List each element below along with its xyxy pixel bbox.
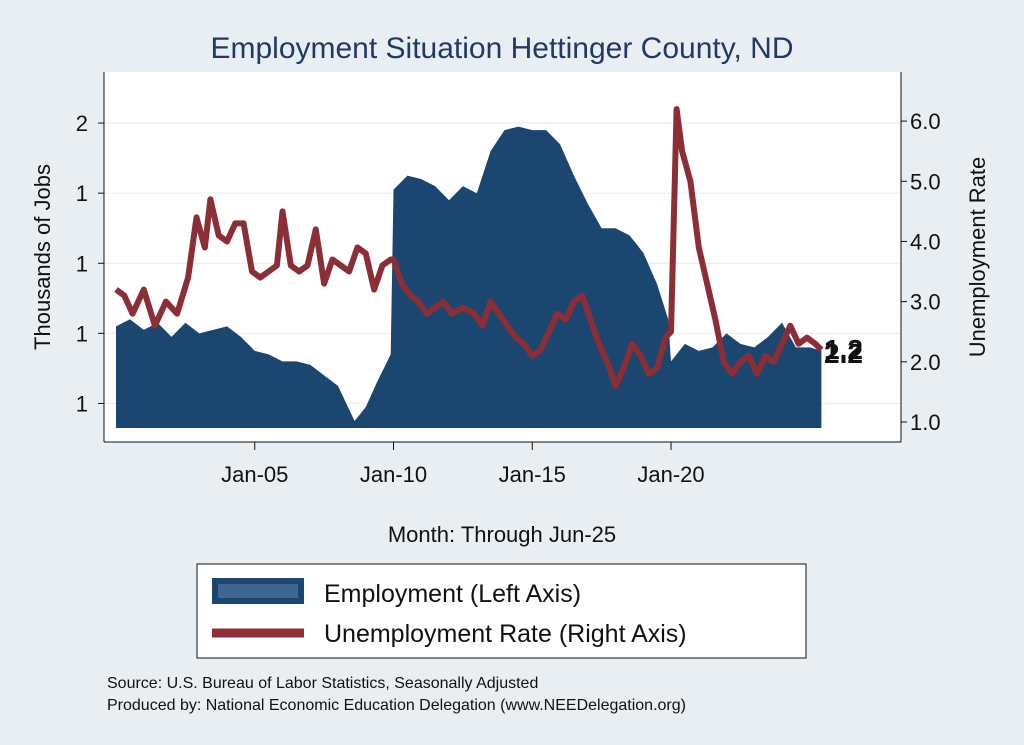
source-line: Source: U.S. Bureau of Labor Statistics,… bbox=[107, 675, 538, 692]
y-right-tick-label: 3.0 bbox=[910, 290, 941, 315]
y-right-tick-label: 5.0 bbox=[910, 169, 941, 194]
y-right-tick-label: 6.0 bbox=[910, 109, 941, 134]
x-axis-title: Month: Through Jun-25 bbox=[388, 522, 616, 547]
legend-label-employment: Employment (Left Axis) bbox=[324, 580, 581, 608]
chart-title: Employment Situation Hettinger County, N… bbox=[210, 32, 793, 65]
legend: Employment (Left Axis) Unemployment Rate… bbox=[196, 563, 807, 659]
x-tick-label: Jan-10 bbox=[360, 462, 427, 487]
y-right-tick-label: 1.0 bbox=[910, 410, 941, 435]
y-left-tick-label: 1 bbox=[76, 251, 88, 276]
x-tick-label: Jan-20 bbox=[637, 462, 704, 487]
y-right-tick-label: 4.0 bbox=[910, 229, 941, 254]
employment-series bbox=[116, 126, 822, 428]
y-right-tick-label: 2.0 bbox=[910, 350, 941, 375]
producer-line: Produced by: National Economic Education… bbox=[107, 697, 686, 714]
y-right-axis-title: Unemployment Rate bbox=[965, 157, 990, 358]
y-left-axis-title: Thousands of Jobs bbox=[30, 164, 55, 350]
y-left-tick-label: 1 bbox=[76, 321, 88, 346]
y-left-tick-label: 2 bbox=[76, 111, 88, 136]
y-left-tick-label: 1 bbox=[76, 391, 88, 416]
legend-label-unemployment: Unemployment Rate (Right Axis) bbox=[324, 620, 687, 648]
unemployment-line bbox=[114, 106, 824, 389]
x-tick-label: Jan-15 bbox=[499, 462, 566, 487]
axis-ticks: 1 1 1 1 2 1.0 2.0 3.0 4.0 5.0 6.0 Jan-05 Jan-10 Jan-1… bbox=[76, 109, 941, 487]
y-left-tick-label: 1 bbox=[76, 181, 88, 206]
end-label-unemployment: 2.2 bbox=[824, 338, 863, 369]
end-label-employment: 1.2 bbox=[824, 334, 863, 365]
employment-area bbox=[116, 126, 822, 428]
x-tick-label: Jan-05 bbox=[221, 462, 288, 487]
legend-swatch-employment-inner bbox=[218, 584, 298, 598]
unemployment-series bbox=[114, 106, 824, 389]
